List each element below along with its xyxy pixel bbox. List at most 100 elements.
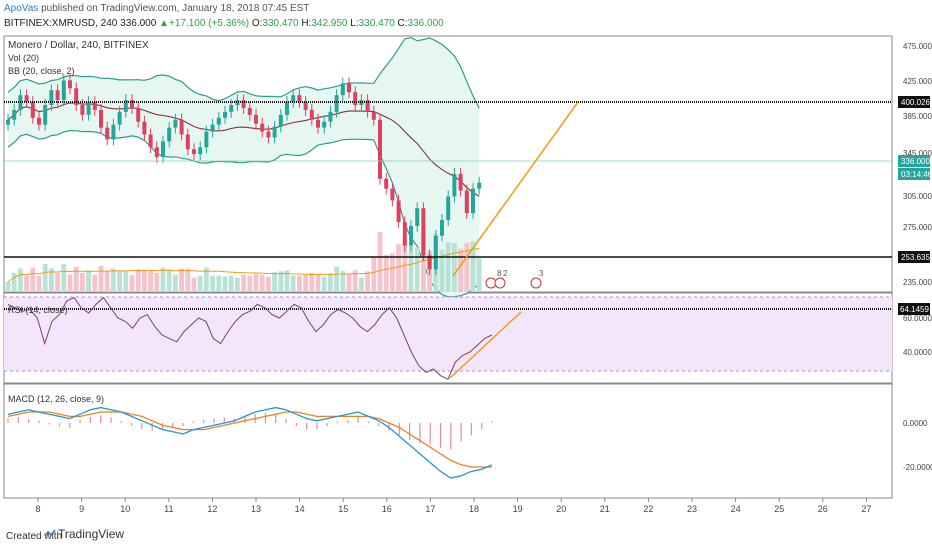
volume-bar	[67, 274, 73, 292]
volume-bar	[160, 267, 166, 292]
time-tick-label: 14	[295, 504, 305, 514]
candle-body	[61, 80, 66, 101]
time-tick-label: 11	[164, 504, 173, 514]
volume-bar	[309, 273, 315, 292]
volume-bar	[458, 248, 463, 292]
publisher-name[interactable]: ApoVas	[4, 3, 39, 14]
volume-bar	[210, 275, 215, 292]
candle-body	[216, 117, 221, 125]
last-price-tag	[898, 155, 930, 167]
volume-bar	[179, 268, 184, 292]
event-flag-icon[interactable]	[530, 277, 542, 289]
volume-bar	[464, 243, 470, 292]
volume-bar	[86, 270, 91, 292]
price-change: +17.100 (+5.36%)	[168, 18, 250, 29]
volume-bar	[303, 274, 308, 292]
candle-body	[192, 149, 196, 155]
candle-body	[136, 107, 141, 122]
time-tick-label: 17	[425, 504, 435, 514]
publish-text: published on TradingView.com, January 18…	[41, 3, 310, 14]
candle-body	[30, 102, 35, 118]
created-with-text: Created with	[6, 531, 63, 542]
candle-body	[179, 119, 184, 135]
volume-bar	[30, 267, 36, 292]
candle-body	[471, 188, 475, 214]
candle-body	[322, 121, 327, 128]
candle-body	[142, 121, 147, 135]
volume-bar	[166, 269, 172, 292]
candle-body	[409, 225, 413, 246]
volume-bar	[11, 273, 17, 292]
candle-body	[328, 111, 333, 122]
volume-label[interactable]: Vol (20)	[8, 53, 39, 63]
volume-bar	[235, 277, 240, 292]
event-count: 2	[503, 269, 508, 278]
candle-body	[86, 102, 91, 115]
volume-bar	[123, 271, 129, 292]
chart-area[interactable]: 8 2 3 Monero / Dollar, 240, BITFINEX Vol…	[0, 0, 932, 523]
volume-bar	[390, 253, 395, 292]
volume-bar	[402, 242, 408, 292]
up-arrow-icon: ▲	[159, 18, 169, 29]
candle-body	[154, 147, 159, 158]
volume-bar	[284, 270, 290, 292]
candle-body	[12, 109, 17, 120]
rsi-tick: 40.0000	[903, 348, 932, 357]
candle-body	[353, 92, 358, 105]
time-tick-label: 10	[120, 504, 130, 514]
volume-bar	[259, 274, 265, 292]
volume-bar	[204, 267, 209, 292]
time-axis[interactable]: 8 9 10 11 12 13 14 15 16 17 18 19 20 21 22 23 24 25 26 27	[35, 498, 871, 514]
price-tick: 235.000	[903, 278, 932, 287]
candle-body	[229, 105, 234, 112]
time-tick-label: 18	[469, 504, 479, 514]
time-tick-label: 12	[207, 504, 217, 514]
time-tick-label: 27	[861, 504, 871, 514]
volume-bar	[414, 247, 420, 292]
bar-timer-tag	[898, 168, 930, 180]
macd-label[interactable]: MACD (12, 26, close, 9)	[8, 394, 104, 404]
candle-body	[297, 95, 302, 103]
time-tick-label: 21	[600, 504, 610, 514]
rsi-trend-line[interactable]	[449, 311, 522, 379]
event-markers[interactable]: 8 2 3	[485, 269, 544, 289]
tradingview-brand[interactable]: TradingView	[58, 527, 125, 541]
volume-bar	[396, 244, 401, 292]
bollinger-label[interactable]: BB (20, close, 2)	[8, 66, 75, 76]
candle-body	[440, 220, 444, 236]
volume-bar	[61, 264, 67, 292]
time-tick-label: 8	[35, 504, 40, 514]
time-tick-label: 9	[79, 504, 84, 514]
volume-bar	[216, 275, 222, 292]
macd-line	[7, 406, 493, 479]
candle-body	[173, 119, 178, 128]
low-label: L:	[350, 18, 359, 29]
open-value: 330.470	[262, 18, 299, 29]
event-flag-icon[interactable]	[494, 277, 506, 289]
volume-bar	[148, 270, 153, 292]
candle-body	[254, 114, 258, 124]
macd-tick: -20.0000	[903, 463, 932, 472]
last-price-tag-text: 336.000	[901, 157, 930, 166]
candle-body	[111, 124, 116, 140]
volume-bar	[129, 274, 135, 292]
support-tag-text: 253.635	[901, 253, 930, 262]
candle-body	[241, 100, 246, 108]
candle-body	[247, 107, 252, 115]
candle-body	[210, 124, 215, 132]
volume-bar	[421, 232, 426, 292]
candle-body	[316, 119, 320, 128]
rsi-label[interactable]: RSI (14, close)	[8, 305, 68, 315]
volume-bar	[42, 264, 48, 292]
volume-bar	[18, 268, 23, 292]
volume-bar	[266, 276, 271, 292]
volume-bar	[272, 272, 277, 292]
candle-body	[260, 123, 265, 132]
volume-bar	[297, 275, 302, 292]
volume-bar	[24, 275, 29, 292]
candle-body	[123, 100, 128, 112]
candle-body	[291, 95, 296, 103]
trend-line-main[interactable]	[452, 101, 579, 277]
candle-body	[148, 134, 153, 148]
volume-bar	[476, 258, 482, 292]
